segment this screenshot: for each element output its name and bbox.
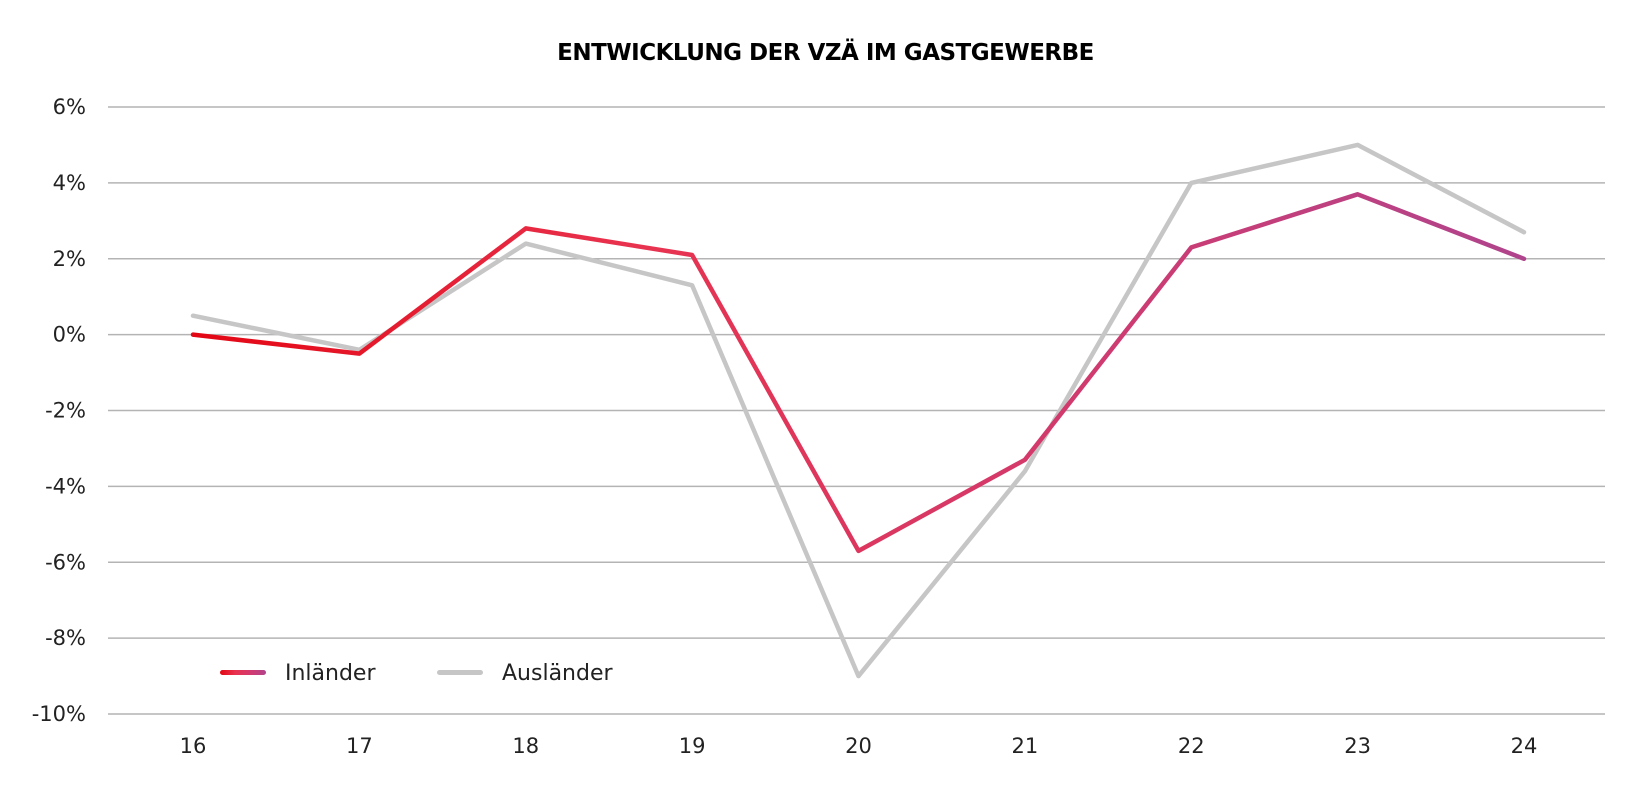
y-tick-label: -10% bbox=[32, 702, 86, 726]
y-tick-label: -8% bbox=[45, 626, 86, 650]
y-tick-label: -2% bbox=[45, 399, 86, 423]
series-lines bbox=[190, 142, 1527, 679]
x-tick-label: 20 bbox=[845, 734, 872, 758]
legend-swatch bbox=[220, 670, 266, 675]
x-tick-label: 22 bbox=[1178, 734, 1205, 758]
legend: Inländer Ausländer bbox=[220, 661, 613, 686]
x-tick-label: 21 bbox=[1012, 734, 1039, 758]
y-tick-label: -6% bbox=[45, 550, 86, 574]
legend-item-inlaender: Inländer bbox=[220, 661, 376, 686]
y-tick-label: 2% bbox=[53, 247, 86, 271]
x-tick-label: 18 bbox=[512, 734, 539, 758]
grid-lines bbox=[108, 106, 1605, 715]
chart-title: ENTWICKLUNG DER VZÄ IM GASTGEWERBE bbox=[557, 40, 1094, 66]
legend-swatch bbox=[437, 670, 483, 675]
x-tick-label: 23 bbox=[1344, 734, 1371, 758]
series-line-inlaender bbox=[190, 192, 1527, 554]
y-tick-label: 4% bbox=[53, 171, 86, 195]
y-tick-label: 0% bbox=[53, 323, 86, 347]
y-axis-ticks: 6% 4% 2% 0% -2% -4% -6% -8% -10% bbox=[32, 95, 86, 726]
x-tick-label: 16 bbox=[180, 734, 207, 758]
legend-label: Ausländer bbox=[502, 661, 613, 686]
legend-label: Inländer bbox=[285, 661, 376, 686]
x-tick-label: 24 bbox=[1511, 734, 1538, 758]
legend-item-auslaender: Ausländer bbox=[437, 661, 613, 686]
x-tick-label: 19 bbox=[679, 734, 706, 758]
x-axis-ticks: 16 17 18 19 20 21 22 23 24 bbox=[180, 734, 1538, 758]
y-tick-label: -4% bbox=[45, 474, 86, 498]
y-tick-label: 6% bbox=[53, 95, 86, 119]
x-tick-label: 17 bbox=[346, 734, 373, 758]
